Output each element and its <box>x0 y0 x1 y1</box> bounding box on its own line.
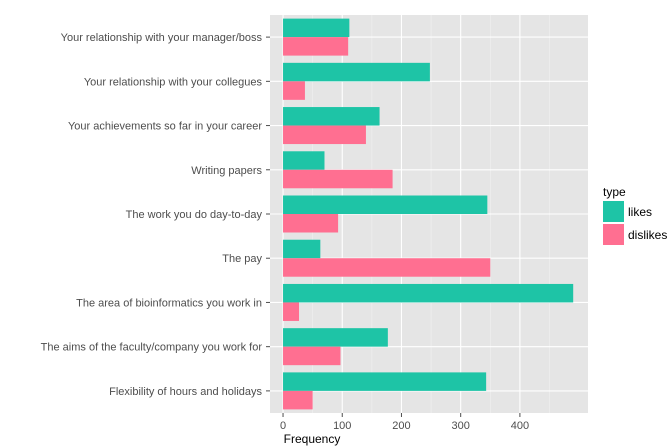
x-axis: 0 100 200 300 400 <box>280 413 529 432</box>
bar-likes <box>283 372 487 391</box>
x-tick-label: 300 <box>452 420 470 432</box>
bar-likes <box>283 62 430 82</box>
y-tick-label: The work you do day-to-day <box>126 209 263 221</box>
bar-dislikes <box>283 125 366 145</box>
x-tick-label: 200 <box>392 420 410 432</box>
bar-likes <box>283 239 321 259</box>
y-axis: Your relationship with your manager/boss… <box>41 32 270 398</box>
x-axis-title: Frequency <box>284 432 341 446</box>
y-tick-label: The aims of the faculty/company you work… <box>41 342 263 354</box>
y-tick-label: Your relationship with your manager/boss <box>61 32 263 44</box>
y-tick-label: Writing papers <box>191 165 262 177</box>
bar-likes <box>283 18 350 38</box>
legend-label-dislikes: dislikes <box>628 228 667 242</box>
bar-likes <box>283 328 388 347</box>
legend: type likes dislikes <box>603 185 667 245</box>
legend-title: type <box>603 185 626 199</box>
bar-dislikes <box>283 81 305 100</box>
y-tick-label: Flexibility of hours and holidays <box>109 386 262 398</box>
bar-dislikes <box>283 214 339 233</box>
bar-dislikes <box>283 37 349 56</box>
bar-dislikes <box>283 169 393 189</box>
x-tick-label: 0 <box>280 420 286 432</box>
y-tick-label: Your achievements so far in your career <box>68 121 262 133</box>
x-tick-label: 100 <box>333 420 351 432</box>
bar-likes <box>283 107 380 126</box>
y-tick-label: Your relationship with your collegues <box>84 76 263 88</box>
bar-dislikes <box>283 346 341 366</box>
y-tick-label: The pay <box>222 253 262 265</box>
bar-dislikes <box>283 258 491 277</box>
bar-dislikes <box>283 302 300 321</box>
bar-likes <box>283 151 325 170</box>
legend-key-dislikes <box>603 224 624 245</box>
legend-label-likes: likes <box>628 205 652 219</box>
y-tick-label: The area of bioinformatics you work in <box>76 297 262 309</box>
x-tick-label: 400 <box>511 420 529 432</box>
bar-likes <box>283 283 574 303</box>
bar-likes <box>283 195 488 214</box>
legend-key-likes <box>603 201 624 222</box>
bar-dislikes <box>283 390 313 410</box>
bars <box>283 18 574 410</box>
